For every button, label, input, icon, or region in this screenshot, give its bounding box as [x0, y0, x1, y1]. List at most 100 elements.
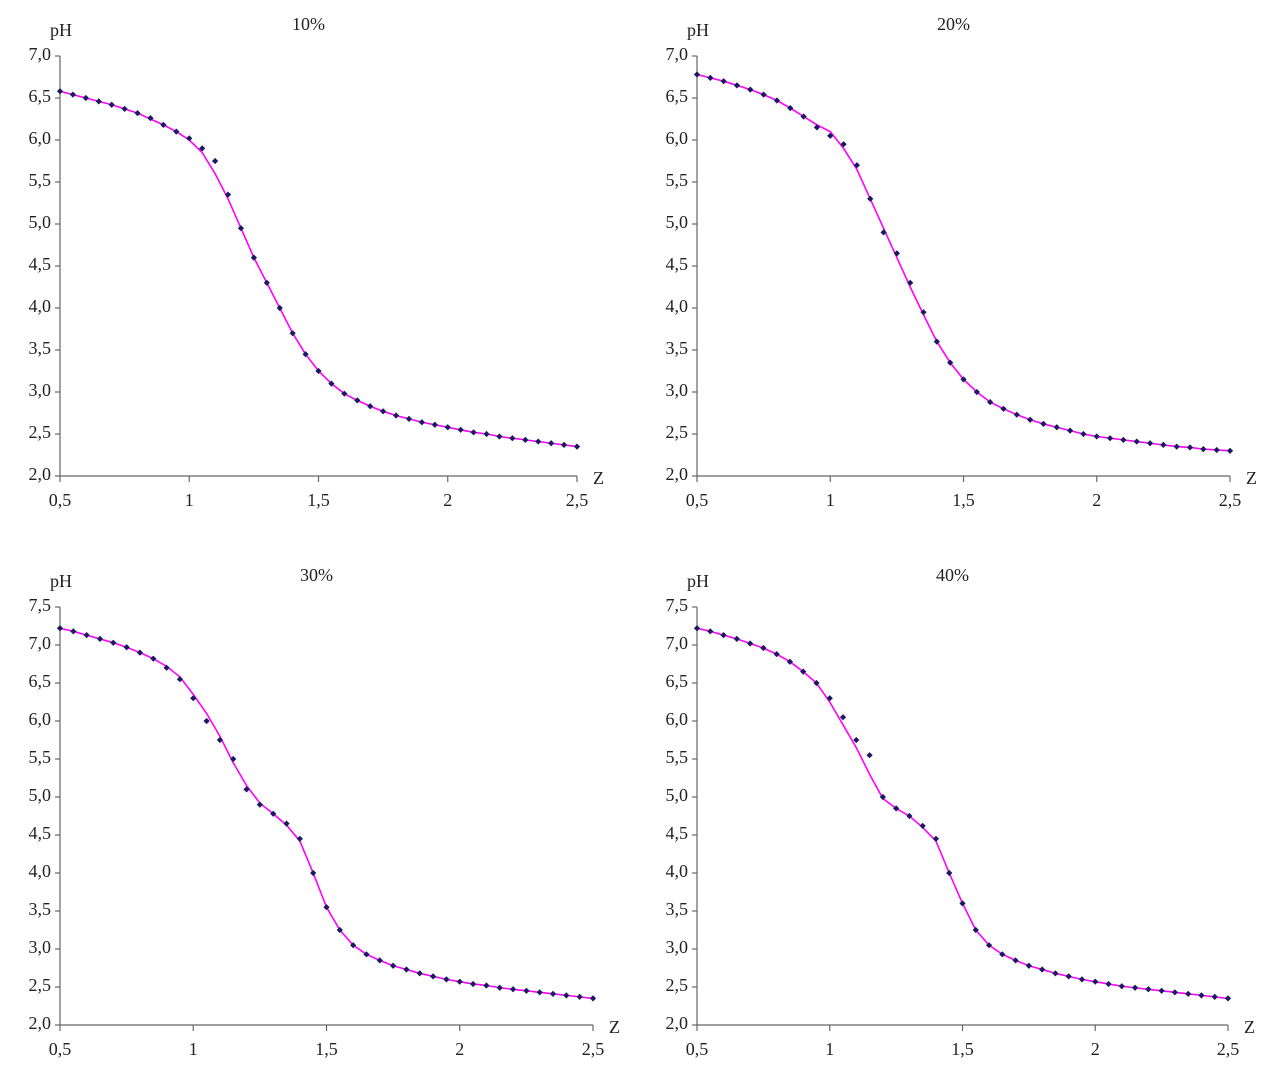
data-point: [1012, 957, 1018, 963]
page: 2,02,53,03,54,04,55,05,56,06,57,00,511,5…: [0, 0, 1280, 1066]
data-point: [747, 86, 753, 92]
x-tick-label: 2,5: [582, 1039, 605, 1059]
data-point: [1105, 981, 1111, 987]
fit-line: [60, 91, 577, 446]
data-point: [1027, 417, 1033, 423]
y-tick-label: 3,5: [666, 899, 689, 919]
data-point: [1079, 976, 1085, 982]
data-point: [203, 718, 209, 724]
data-point: [497, 985, 503, 991]
data-point: [734, 636, 740, 642]
y-tick-label: 3,5: [666, 338, 689, 358]
y-tick-label: 6,0: [29, 709, 52, 729]
data-point: [137, 649, 143, 655]
data-point: [377, 957, 383, 963]
data-point: [483, 431, 489, 437]
fit-line: [60, 628, 593, 998]
y-tick-label: 7,5: [666, 595, 689, 615]
x-tick-label: 1,5: [951, 1039, 974, 1059]
data-point: [867, 196, 873, 202]
data-point: [257, 801, 263, 807]
chart-title: 40%: [936, 565, 969, 585]
data-point: [920, 823, 926, 829]
data-point: [277, 305, 283, 311]
data-point: [1092, 979, 1098, 985]
data-point: [577, 994, 583, 1000]
data-point: [458, 427, 464, 433]
data-point: [1132, 985, 1138, 991]
y-tick-label: 2,5: [29, 422, 52, 442]
data-point: [212, 158, 218, 164]
data-point: [70, 92, 76, 98]
data-point: [550, 991, 556, 997]
data-point: [523, 988, 529, 994]
y-tick-label: 6,5: [29, 86, 52, 106]
y-tick-label: 3,0: [666, 937, 689, 957]
data-point: [1080, 431, 1086, 437]
data-point: [470, 981, 476, 987]
data-point: [694, 625, 700, 631]
x-tick-label: 2,5: [566, 490, 589, 510]
y-tick-label: 7,5: [29, 595, 52, 615]
y-tick-label: 4,5: [29, 823, 52, 843]
data-point: [866, 752, 872, 758]
data-point: [694, 71, 700, 77]
y-tick-label: 4,5: [666, 254, 689, 274]
y-tick-label: 6,5: [666, 671, 689, 691]
y-tick-label: 7,0: [666, 44, 689, 64]
data-point: [563, 992, 569, 998]
data-point: [124, 644, 130, 650]
y-tick-label: 2,0: [666, 464, 689, 484]
y-tick-label: 6,5: [666, 86, 689, 106]
data-point: [297, 836, 303, 842]
data-point: [177, 676, 183, 682]
data-point: [707, 75, 713, 81]
data-point: [96, 98, 102, 104]
data-point: [1052, 970, 1058, 976]
y-tick-label: 2,0: [29, 464, 52, 484]
fit-line: [697, 74, 1230, 450]
data-point: [251, 254, 257, 260]
y-tick-label: 7,0: [29, 633, 52, 653]
data-point: [1185, 991, 1191, 997]
y-tick-label: 6,0: [666, 709, 689, 729]
y-tick-label: 2,5: [666, 422, 689, 442]
data-point: [1066, 973, 1072, 979]
y-tick-label: 4,0: [29, 296, 52, 316]
data-point: [1120, 437, 1126, 443]
y-tick-label: 2,0: [29, 1013, 52, 1033]
data-point: [109, 102, 115, 108]
data-point: [1160, 442, 1166, 448]
data-point: [760, 645, 766, 651]
y-tick-label: 3,5: [29, 899, 52, 919]
data-point: [417, 970, 423, 976]
y-tick-label: 3,0: [666, 380, 689, 400]
y-tick-label: 6,0: [666, 128, 689, 148]
data-point: [445, 424, 451, 430]
x-tick-label: 2: [1092, 490, 1101, 510]
y-tick-label: 3,0: [29, 380, 52, 400]
data-point: [1147, 440, 1153, 446]
data-point: [1174, 443, 1180, 449]
x-tick-label: 1: [189, 1039, 198, 1059]
y-tick-label: 3,0: [29, 937, 52, 957]
y-tick-label: 7,0: [666, 633, 689, 653]
data-point: [933, 836, 939, 842]
x-tick-label: 2,5: [1217, 1039, 1240, 1059]
data-point: [537, 989, 543, 995]
x-tick-label: 0,5: [49, 1039, 72, 1059]
x-tick-label: 1: [825, 1039, 834, 1059]
x-tick-label: 1,5: [307, 490, 330, 510]
data-point: [1227, 448, 1233, 454]
data-point: [70, 628, 76, 634]
data-point: [827, 695, 833, 701]
data-point: [1159, 988, 1165, 994]
data-point: [1214, 447, 1220, 453]
x-tick-label: 1,5: [952, 490, 975, 510]
data-point: [190, 695, 196, 701]
data-point: [1134, 438, 1140, 444]
x-tick-label: 2: [1091, 1039, 1100, 1059]
data-point: [457, 979, 463, 985]
y-tick-label: 4,5: [29, 254, 52, 274]
data-point: [1145, 986, 1151, 992]
